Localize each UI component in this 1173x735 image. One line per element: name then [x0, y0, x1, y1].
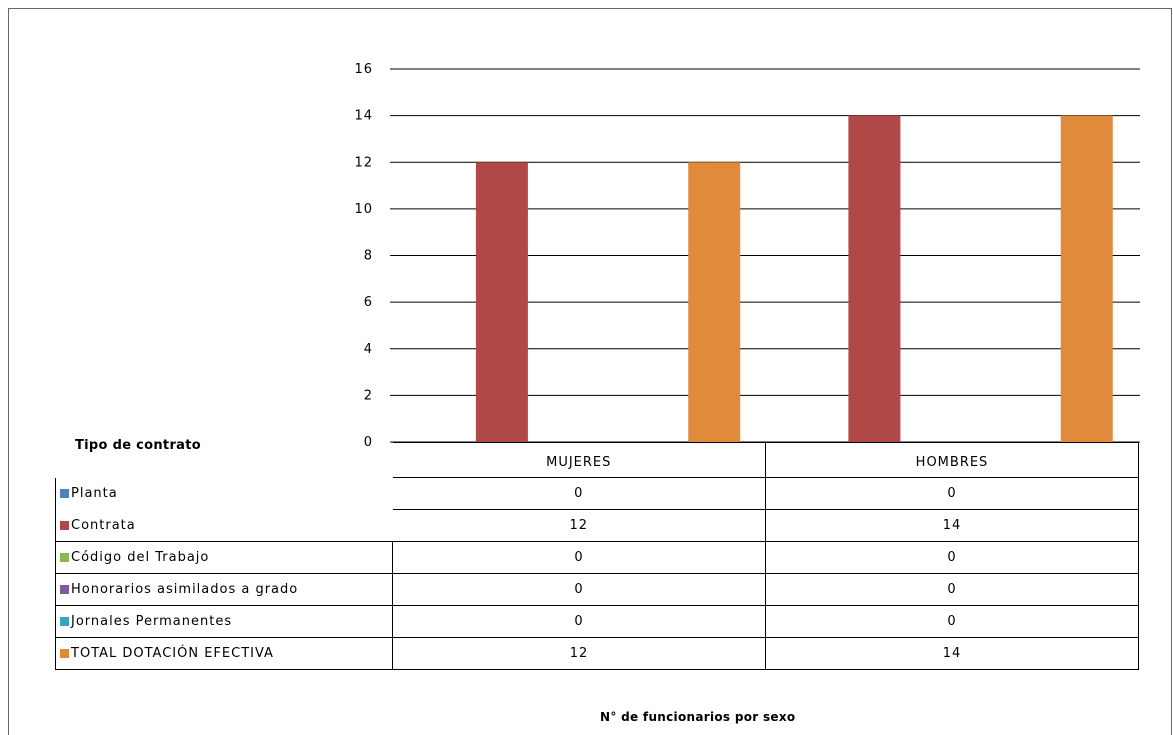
table-cell-value: 0 [392, 573, 766, 606]
table-cell-value: 0 [765, 541, 1139, 574]
y-tick-label: 4 [364, 342, 373, 357]
legend-swatch [60, 520, 69, 530]
bar-contrata-mujeres [475, 162, 528, 442]
legend-entry: Código del Trabajo [55, 541, 393, 574]
bar-contrata-hombres [848, 115, 901, 442]
legend-label: TOTAL DOTACIÓN EFECTIVA [71, 646, 274, 661]
y-tick-label: 12 [354, 155, 373, 170]
legend-label: Honorarios asimilados a grado [71, 582, 299, 597]
legend-swatch [60, 489, 69, 498]
legend-label: Jornales Permanentes [71, 614, 233, 629]
legend-label: Planta [71, 486, 118, 501]
table-cell-value: 0 [765, 573, 1139, 606]
legend-swatch [60, 617, 69, 626]
table-header-spacer [56, 443, 393, 478]
y-tick-label: 10 [354, 202, 373, 217]
y-tick-label: 0 [364, 435, 373, 450]
table-cell-value: 0 [765, 605, 1139, 638]
table-cell-value: 0 [392, 541, 766, 574]
legend-entry: Contrata [55, 509, 393, 542]
legend-label: Contrata [71, 517, 136, 533]
legend-entry: Honorarios asimilados a grado [55, 573, 393, 606]
table-row: TOTAL DOTACIÓN EFECTIVA 12 14 [55, 637, 1139, 670]
y-tick-label: 14 [354, 109, 373, 124]
bar-total-dotaci-n-efectiva-mujeres [688, 162, 741, 442]
table-cell-value: 0 [392, 605, 766, 638]
y-tick-label: 8 [364, 249, 373, 264]
legend-entry: Jornales Permanentes [55, 605, 393, 638]
legend-entry: TOTAL DOTACIÓN EFECTIVA [55, 637, 393, 670]
y-tick-label: 6 [364, 295, 373, 310]
legend-swatch [60, 585, 69, 594]
legend-title: Tipo de contrato [75, 438, 201, 453]
legend-swatch [60, 553, 69, 562]
table-row: Honorarios asimilados a grado 0 0 [55, 573, 1139, 606]
legend-swatch [60, 649, 69, 658]
category-label: MUJERES [392, 442, 766, 478]
table-cell-value: 0 [765, 477, 1139, 510]
x-axis-title: N° de funcionarios por sexo [600, 710, 796, 724]
table-row: Planta 0 0 [55, 477, 1139, 510]
bar-total-dotaci-n-efectiva-hombres [1060, 115, 1113, 442]
table-cell-value: 0 [392, 477, 766, 510]
legend-label: Código del Trabajo [71, 550, 210, 565]
y-axis-ticks: 0 2 4 6 8 10 12 14 16 [354, 62, 373, 450]
data-table: MUJERES HOMBRES Planta 0 0 Contrata 12 14 Código… [55, 442, 1139, 670]
category-label: HOMBRES [765, 442, 1139, 478]
table-cell-value: 14 [765, 637, 1139, 670]
table-row: Jornales Permanentes 0 0 [55, 605, 1139, 638]
table-cell-value: 14 [765, 509, 1139, 542]
table-cell-value: 12 [392, 509, 766, 542]
legend-entry: Planta [55, 477, 393, 510]
table-row: Código del Trabajo 0 0 [55, 541, 1139, 574]
table-row: Contrata 12 14 [55, 509, 1139, 542]
y-tick-label: 2 [364, 388, 373, 403]
chart-frame [8, 8, 1172, 735]
table-cell-value: 12 [392, 637, 766, 670]
y-tick-label: 16 [354, 62, 373, 77]
bars [475, 115, 1113, 442]
